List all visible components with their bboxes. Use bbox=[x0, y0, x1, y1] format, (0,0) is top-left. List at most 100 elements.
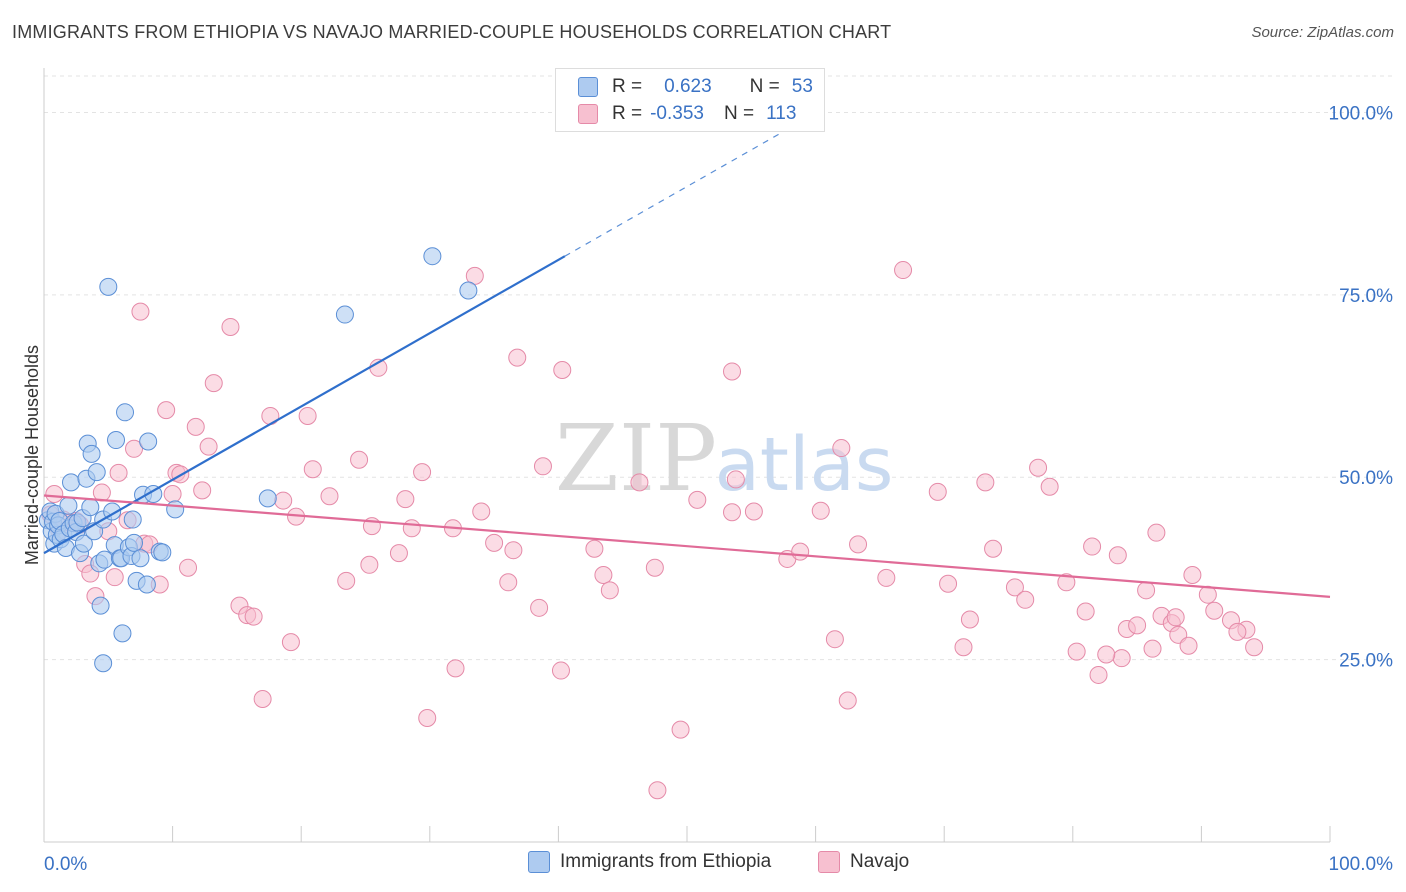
ethiopia-point bbox=[131, 549, 150, 568]
chart-title: IMMIGRANTS FROM ETHIOPIA VS NAVAJO MARRI… bbox=[12, 22, 892, 42]
navajo-point bbox=[744, 502, 763, 521]
navajo-point bbox=[984, 539, 1003, 558]
ethiopia-point bbox=[258, 489, 277, 508]
navajo-point bbox=[204, 374, 223, 393]
navajo-point bbox=[1205, 601, 1224, 620]
navajo-point bbox=[389, 544, 408, 563]
navajo-point bbox=[1169, 625, 1188, 644]
navajo-point bbox=[337, 571, 356, 590]
navajo-point bbox=[533, 457, 552, 476]
navajo-point bbox=[508, 348, 527, 367]
navajo-point bbox=[723, 362, 742, 381]
navajo-point bbox=[499, 573, 518, 592]
navajo-point bbox=[1143, 639, 1162, 658]
navajo-point bbox=[811, 501, 830, 520]
ethiopia-point bbox=[74, 534, 93, 553]
trend-lines bbox=[43, 112, 1331, 598]
chart-source: Source: ZipAtlas.com bbox=[1251, 24, 1394, 41]
navajo-point bbox=[1083, 537, 1102, 556]
navajo-point bbox=[976, 473, 995, 492]
ethiopia-point bbox=[153, 543, 172, 562]
legend-n-value: 53 bbox=[791, 76, 813, 97]
navajo-point bbox=[281, 633, 300, 652]
navajo-point bbox=[472, 502, 491, 521]
y-tick-label: 100.0% bbox=[1329, 103, 1394, 124]
navajo-point bbox=[671, 720, 690, 739]
navajo-point bbox=[1245, 638, 1264, 657]
navajo-point bbox=[688, 490, 707, 509]
ethiopia-point bbox=[107, 431, 126, 450]
ethiopia-point bbox=[62, 473, 81, 492]
legend-swatch-navajo bbox=[818, 851, 840, 873]
navajo-point bbox=[446, 659, 465, 678]
navajo-trend-line bbox=[43, 494, 1331, 598]
legend-n-value: 113 bbox=[766, 103, 797, 124]
navajo-point bbox=[413, 463, 432, 482]
legend-item-ethiopia: Immigrants from Ethiopia bbox=[528, 851, 771, 873]
legend-row-ethiopia: R = 0.623 N = 53 bbox=[578, 76, 813, 98]
navajo-point bbox=[418, 708, 437, 727]
navajo-point bbox=[1067, 642, 1086, 661]
navajo-point bbox=[723, 503, 742, 522]
legend-label-ethiopia: Immigrants from Ethiopia bbox=[560, 851, 772, 872]
ethiopia-point bbox=[81, 498, 100, 517]
ethiopia-point bbox=[459, 281, 478, 300]
ethiopia-point bbox=[82, 444, 101, 463]
navajo-point bbox=[125, 439, 144, 458]
ethiopia-point bbox=[144, 485, 163, 504]
navajo-point bbox=[1147, 523, 1166, 542]
navajo-point bbox=[1016, 590, 1035, 609]
legend-n-label: N = bbox=[749, 76, 780, 97]
axes bbox=[43, 68, 1331, 843]
navajo-point bbox=[849, 535, 868, 554]
navajo-point bbox=[960, 610, 979, 629]
navajo-point bbox=[648, 781, 667, 800]
y-axis-label: Married-couple Households bbox=[22, 345, 42, 565]
ethiopia-point bbox=[91, 596, 110, 615]
navajo-point bbox=[1040, 477, 1059, 496]
ethiopia-point bbox=[95, 550, 114, 569]
navajo-point bbox=[360, 555, 379, 574]
navajo-point bbox=[109, 463, 128, 482]
navajo-point bbox=[726, 470, 745, 489]
navajo-point bbox=[1179, 636, 1198, 655]
watermark-atlas: atlas bbox=[715, 422, 894, 508]
navajo-point bbox=[193, 481, 212, 500]
navajo-point bbox=[1108, 546, 1127, 565]
navajo-point bbox=[1137, 581, 1156, 600]
ethiopia-points bbox=[38, 247, 478, 673]
navajo-point bbox=[485, 533, 504, 552]
navajo-point bbox=[244, 607, 263, 626]
ethiopia-point bbox=[59, 496, 78, 515]
ethiopia-trend-extension bbox=[564, 112, 816, 257]
legend-swatch-ethiopia bbox=[578, 77, 598, 97]
y-tick-label: 50.0% bbox=[1339, 468, 1393, 489]
ethiopia-point bbox=[94, 654, 113, 673]
x-tick-label: 0.0% bbox=[44, 854, 87, 875]
navajo-point bbox=[199, 437, 218, 456]
watermark: ZIP atlas bbox=[555, 405, 894, 512]
navajo-point bbox=[163, 485, 182, 504]
tick-labels: 25.0% 50.0% 75.0% 100.0% 0.0% 100.0% bbox=[44, 103, 1393, 875]
navajo-point bbox=[274, 491, 293, 510]
navajo-point bbox=[1112, 649, 1131, 668]
ethiopia-point bbox=[99, 277, 118, 296]
navajo-point bbox=[791, 542, 810, 561]
ethiopia-point bbox=[166, 500, 185, 519]
navajo-point bbox=[1089, 665, 1108, 684]
legend-swatch-navajo bbox=[578, 104, 598, 124]
legend-r-label: R = bbox=[612, 76, 643, 97]
ethiopia-point bbox=[123, 510, 142, 529]
navajo-point bbox=[186, 417, 205, 436]
navajo-point bbox=[832, 439, 851, 458]
navajo-point bbox=[954, 638, 973, 657]
navajo-point bbox=[157, 401, 176, 420]
x-tick-label: 100.0% bbox=[1329, 854, 1394, 875]
ethiopia-point bbox=[113, 624, 132, 643]
ethiopia-point bbox=[335, 305, 354, 324]
legend-swatch-ethiopia bbox=[528, 851, 550, 873]
navajo-point bbox=[298, 406, 317, 425]
navajo-point bbox=[928, 482, 947, 501]
legend-r-label: R = bbox=[612, 103, 643, 124]
navajo-point bbox=[1076, 602, 1095, 621]
